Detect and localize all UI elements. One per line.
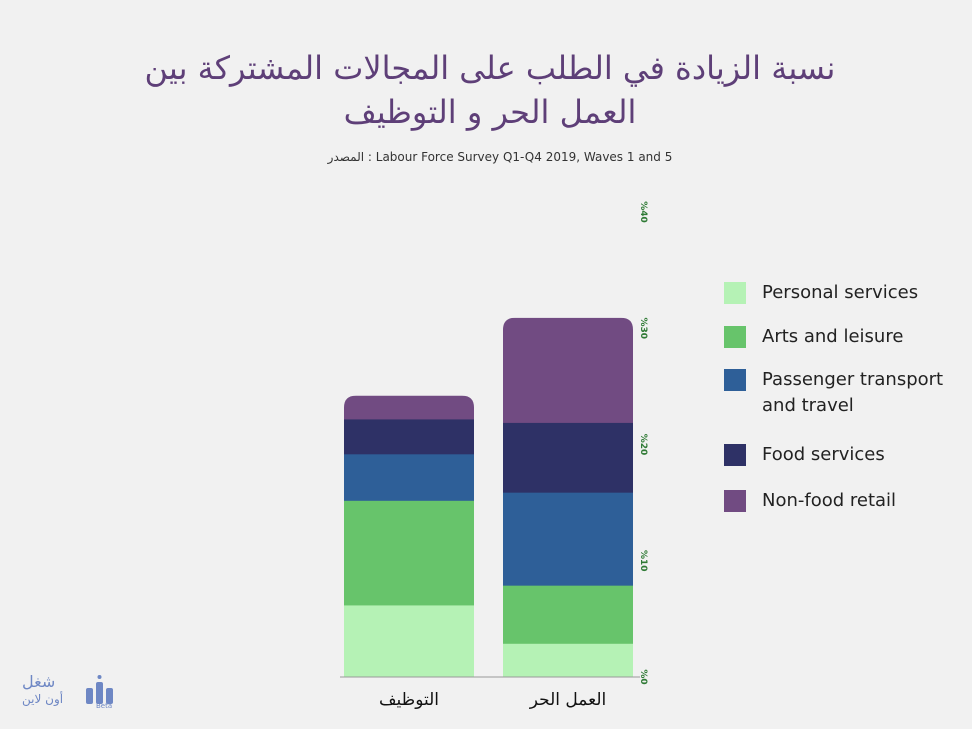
bar-1 — [503, 317, 633, 677]
bar-0 — [344, 395, 474, 677]
category-label-1: العمل الحر — [529, 690, 606, 710]
logo-mark-icon — [86, 675, 113, 704]
logo-line1: شغل — [22, 672, 56, 691]
title-line-1: نسبة الزيادة في الطلب على المجالات المشت… — [144, 49, 836, 87]
legend-item-arts-and-leisure: Arts and leisure — [724, 324, 968, 350]
y-tick-label-0: %0 — [638, 669, 648, 684]
legend-label-passenger-transport: Passenger transport and travel — [762, 369, 944, 416]
bar-segment-0-2 — [344, 453, 474, 501]
bar-segment-0-3 — [344, 418, 474, 455]
legend-label-food-services: Food services — [762, 444, 885, 465]
legend-swatch-food-services — [724, 444, 746, 466]
legend-label-arts-and-leisure: Arts and leisure — [762, 326, 904, 347]
bar-segment-1-2 — [503, 492, 633, 586]
chart-subtitle: المصدر : Labour Force Survey Q1-Q4 2019,… — [327, 150, 673, 164]
y-tick-label-3: %30 — [638, 317, 648, 339]
y-tick-label-2: %20 — [638, 434, 648, 456]
bar-segment-0-0 — [344, 604, 474, 677]
y-tick-label-4: %40 — [638, 201, 648, 223]
bar-segment-1-3 — [503, 422, 633, 493]
legend-swatch-passenger-transport — [724, 369, 746, 391]
legend-item-food-services: Food services — [724, 442, 968, 468]
logo-line2: أون لاين — [22, 692, 64, 706]
legend-label-non-food-retail: Non-food retail — [762, 490, 897, 511]
category-label-0: التوظيف — [379, 690, 439, 710]
legend-swatch-non-food-retail — [724, 490, 746, 512]
legend-item-personal-services: Personal services — [724, 280, 968, 306]
legend-swatch-arts-and-leisure — [724, 326, 746, 348]
legend-label-personal-services: Personal services — [762, 282, 919, 303]
chart-title: نسبة الزيادة في الطلب على المجالات المشت… — [60, 46, 920, 134]
bar-segment-1-4 — [503, 317, 633, 423]
bar-segment-1-0 — [503, 643, 633, 677]
bar-segment-0-4 — [344, 395, 474, 420]
logo: شغل أون لاين Beta — [20, 672, 130, 712]
bar-segment-0-1 — [344, 500, 474, 606]
legend-item-non-food-retail: Non-food retail — [724, 488, 968, 514]
title-line-2: العمل الحر و التوظيف — [343, 93, 637, 131]
legend-item-passenger-transport: Passenger transport and travel — [724, 367, 968, 419]
logo-badge: Beta — [96, 702, 113, 710]
legend-swatch-personal-services — [724, 282, 746, 304]
y-tick-label-1: %10 — [638, 550, 648, 572]
bar-segment-1-1 — [503, 585, 633, 644]
